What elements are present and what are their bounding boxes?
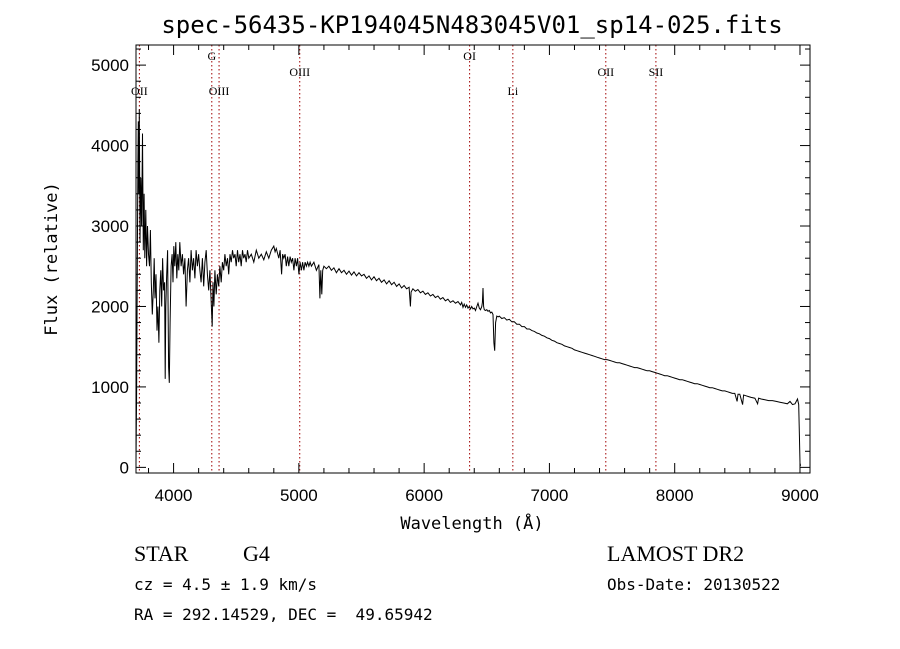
x-axis-ticks: 4000 5000 6000 7000 8000 9000 [148,45,819,505]
emission-line-label: OIII [209,84,230,98]
y-tick-label: 4000 [91,137,129,156]
emission-line-label: OII [597,65,614,79]
y-tick-label: 3000 [91,217,129,236]
y-axis-label: Flux (relative) [42,182,62,336]
redshift-velocity: cz = 4.5 ± 1.9 km/s [134,575,317,594]
x-tick-label: 5000 [280,486,318,505]
y-tick-label: 2000 [91,297,129,316]
y-axis-ticks: 0 1000 2000 3000 4000 5000 [91,48,810,477]
y-tick-label: 1000 [91,378,129,397]
emission-line-labels: OII G OIII OIII OI Li OII SII [131,49,663,98]
emission-line-label: OII [131,84,148,98]
x-tick-label: 7000 [531,486,569,505]
emission-line-label: OI [463,49,476,63]
emission-line-label: SII [649,65,664,79]
survey-name: LAMOST DR2 [607,541,744,566]
x-axis-label: Wavelength (Å) [400,512,543,534]
x-tick-label: 4000 [155,486,193,505]
object-class: STAR [134,541,189,566]
y-tick-label: 5000 [91,56,129,75]
y-tick-label: 0 [120,458,129,477]
x-tick-label: 6000 [405,486,443,505]
emission-line-markers [138,45,657,473]
x-tick-label: 9000 [781,486,819,505]
emission-line-label: Li [508,84,519,98]
observation-date: Obs-Date: 20130522 [607,575,780,594]
x-tick-label: 8000 [656,486,694,505]
emission-line-label: OIII [289,65,310,79]
object-subclass: G4 [243,541,270,566]
sky-coordinates: RA = 292.14529, DEC = 49.65942 [134,605,433,624]
spectrum-series-line [135,109,802,466]
plot-frame [135,44,811,474]
emission-line-label: G [207,49,216,63]
chart-title: spec-56435-KP194045N483045V01_sp14-025.f… [161,11,782,39]
